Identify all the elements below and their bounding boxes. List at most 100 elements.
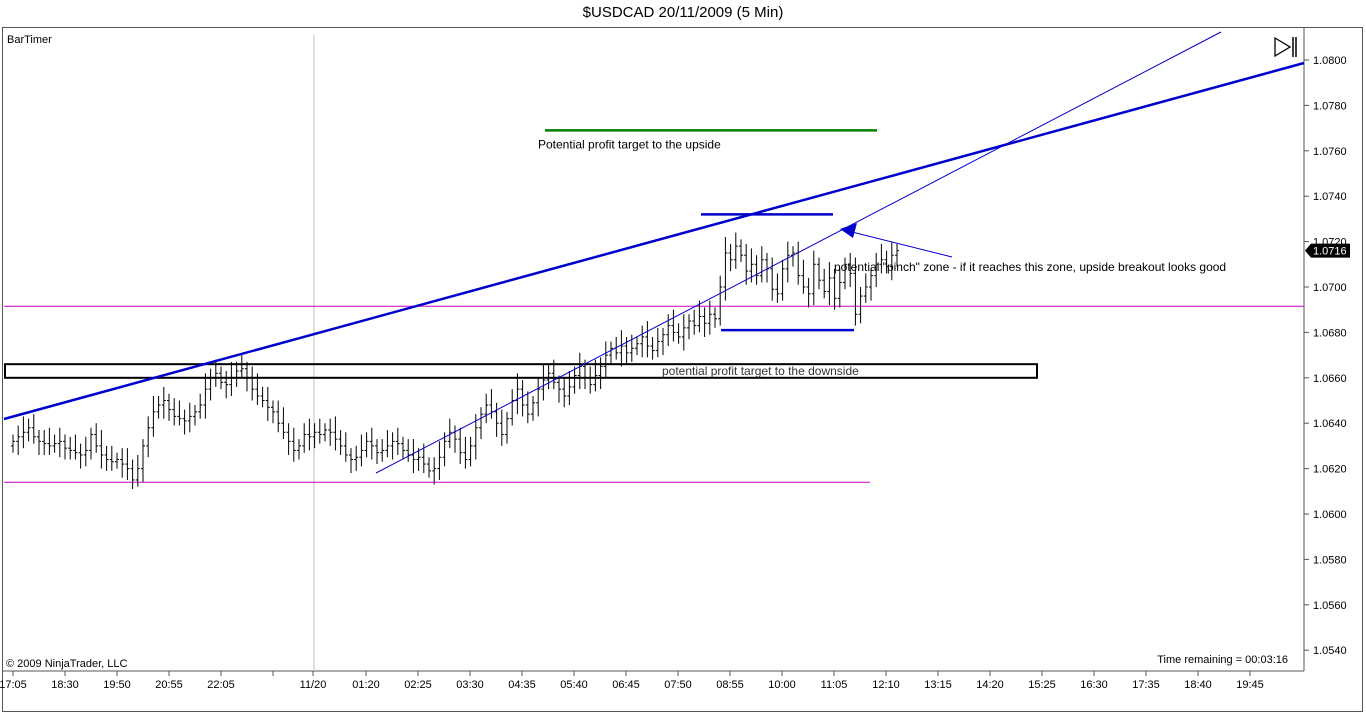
ohlc-bar — [801, 259, 806, 294]
ohlc-bar — [437, 441, 442, 480]
ohlc-bar — [713, 307, 717, 328]
downside-target-zone: potential profit target to the downside — [4, 363, 1038, 379]
ohlc-bar — [302, 423, 307, 453]
ohlc-bar — [869, 268, 873, 301]
ohlc-bar — [255, 373, 260, 406]
ohlc-bar — [182, 409, 187, 435]
time-tick-label: 19:45 — [1236, 679, 1264, 691]
ohlc-bar — [63, 434, 67, 460]
trendline-thick[interactable] — [3, 61, 1305, 421]
ohlc-bar — [317, 418, 322, 444]
ohlc-bar — [780, 259, 785, 301]
ohlc-bar — [115, 452, 119, 469]
skip-to-end-icon[interactable] — [1274, 36, 1297, 58]
ohlc-bar — [635, 336, 639, 356]
ohlc-bar — [687, 314, 691, 340]
ohlc-bar — [551, 359, 556, 390]
ohlc-bar — [650, 336, 655, 360]
ohlc-bar — [645, 321, 650, 358]
chart-title: $USDCAD 20/11/2009 (5 Min) — [582, 4, 784, 21]
ohlc-bar — [260, 386, 265, 408]
ohlc-bar — [520, 380, 525, 417]
ohlc-bar — [697, 300, 702, 333]
ohlc-bar — [531, 395, 535, 421]
ohlc-bar — [109, 445, 114, 471]
ohlc-bar — [359, 434, 364, 467]
downside-target-rect[interactable] — [4, 363, 1038, 379]
time-tick-label: 17:35 — [1132, 679, 1160, 691]
ohlc-bar — [349, 448, 353, 474]
price-tick-label: 1.0600 — [1313, 509, 1347, 521]
ohlc-bar — [146, 416, 151, 458]
ohlc-bar — [479, 407, 483, 440]
ohlc-bar — [78, 443, 83, 469]
ohlc-bar — [796, 241, 801, 285]
ohlc-bar — [156, 395, 161, 419]
ohlc-bar — [161, 386, 166, 419]
ohlc-bar — [759, 246, 764, 283]
ohlc-bar — [567, 370, 572, 406]
ohlc-bar — [16, 425, 21, 455]
ohlc-bar — [458, 427, 463, 465]
ohlc-bar — [229, 361, 234, 396]
ohlc-bar — [37, 430, 41, 455]
time-tick-label: 14:20 — [976, 679, 1004, 691]
ohlc-bar — [333, 416, 338, 451]
ohlc-bar — [198, 393, 203, 419]
ohlc-bar — [525, 391, 530, 424]
ohlc-bar — [718, 275, 723, 326]
pinch-zone-arrow — [840, 223, 953, 258]
ohlc-bar — [432, 457, 437, 485]
ohlc-bar — [245, 361, 249, 392]
ohlc-bar — [723, 237, 728, 301]
ohlc-bar — [369, 427, 374, 460]
time-tick-label: 07:50 — [664, 679, 692, 691]
price-tick-label: 1.0580 — [1313, 554, 1347, 566]
ohlc-bar — [473, 414, 478, 460]
ohlc-bar — [172, 398, 177, 426]
ohlc-bar — [598, 357, 603, 390]
ohlc-bar — [494, 402, 499, 437]
ohlc-bar — [167, 393, 171, 421]
ohlc-bar — [843, 257, 847, 290]
trendline-thin[interactable] — [375, 31, 1222, 474]
ohlc-bar — [593, 359, 598, 392]
ohlc-bar — [21, 416, 26, 449]
ohlc-bar — [692, 309, 697, 335]
ohlc-bar — [666, 314, 671, 347]
ohlc-bar — [401, 436, 405, 460]
ohlc-bar — [515, 373, 520, 415]
time-tick-label: 15:25 — [1028, 679, 1056, 691]
ohlc-bar — [120, 448, 125, 478]
ohlc-bar — [89, 427, 93, 460]
ohlc-bar — [489, 389, 494, 419]
ohlc-bar — [291, 427, 296, 462]
ohlc-bar — [583, 359, 587, 390]
ohlc-bar — [427, 457, 431, 478]
price-tick-label: 1.0560 — [1313, 600, 1347, 612]
chart-frame — [2, 27, 1363, 712]
time-tick-label: 18:40 — [1184, 679, 1212, 691]
ohlc-bar — [416, 448, 421, 471]
ohlc-bar — [57, 427, 62, 458]
ohlc-bar — [385, 430, 390, 458]
ohlc-bar — [671, 309, 676, 342]
time-tick-label: 04:35 — [508, 679, 536, 691]
ohlc-bar — [380, 439, 385, 462]
ohlc-bar — [562, 377, 567, 408]
ohlc-bar — [702, 307, 707, 337]
ohlc-bar — [536, 377, 541, 417]
ohlc-bar — [323, 423, 327, 442]
price-tick-label: 1.0800 — [1313, 55, 1347, 67]
price-tick-label: 1.0680 — [1313, 327, 1347, 339]
price-tick-label: 1.0760 — [1313, 146, 1347, 158]
ohlc-bar — [733, 232, 738, 269]
ohlc-bar — [557, 375, 561, 403]
ohlc-bar — [99, 430, 104, 469]
time-tick-label: 18:30 — [51, 679, 79, 691]
time-tick-label: 17:05 — [0, 679, 27, 691]
ohlc-bar — [208, 368, 213, 401]
time-axis: 17:05 18:30 19:50 20:55 22:05 11/20 01:20 02:25… — [0, 671, 1264, 691]
ohlc-bar — [744, 243, 749, 285]
